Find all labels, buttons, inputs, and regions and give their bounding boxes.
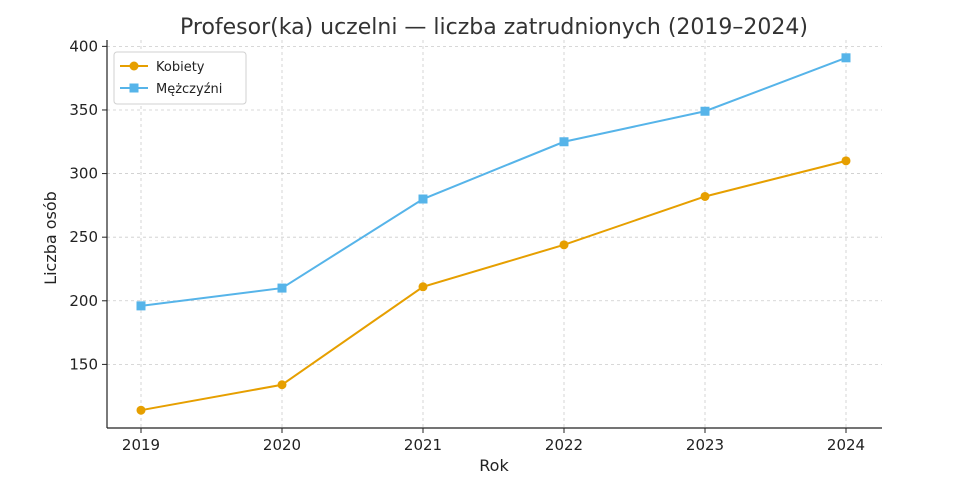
data-point: [700, 106, 710, 116]
legend-label: Mężczyźni: [156, 82, 222, 97]
legend-marker: [129, 61, 139, 71]
data-point: [418, 282, 428, 292]
legend-label: Kobiety: [156, 60, 205, 75]
data-point: [559, 137, 569, 147]
data-point: [700, 191, 710, 201]
series-mezczyzni: [136, 53, 851, 311]
y-tick-label: 350: [69, 101, 98, 119]
grid: [107, 40, 882, 428]
data-point: [841, 156, 851, 166]
x-axis-title: Rok: [479, 456, 509, 475]
x-tick-label: 2024: [827, 436, 865, 454]
chart-title: Profesor(ka) uczelni — liczba zatrudnion…: [180, 15, 808, 40]
x-tick-label: 2022: [545, 436, 583, 454]
y-tick-label: 400: [69, 37, 98, 55]
y-tick-label: 300: [69, 165, 98, 183]
x-tick-label: 2021: [404, 436, 442, 454]
data-point: [277, 380, 287, 390]
y-axis-title: Liczba osób: [41, 191, 60, 285]
axes: [106, 40, 882, 429]
y-tick-label: 150: [69, 355, 98, 373]
tick-labels: 2019 2020 2021 2022 2023 2024 150 200 250 300 350 4…: [69, 37, 865, 454]
data-point: [136, 301, 146, 311]
series: [136, 53, 851, 415]
series-kobiety: [136, 156, 851, 415]
legend-marker: [129, 83, 139, 93]
x-tick-label: 2023: [686, 436, 724, 454]
legend-item: Mężczyźni: [120, 82, 222, 97]
series-line: [140, 159, 847, 412]
data-point: [418, 194, 428, 204]
y-tick-label: 250: [69, 228, 98, 246]
data-point: [136, 405, 146, 415]
data-point: [277, 283, 287, 293]
legend-item: Kobiety: [120, 60, 205, 75]
x-tick-label: 2020: [263, 436, 301, 454]
x-tick-label: 2019: [122, 436, 160, 454]
y-tick-label: 200: [69, 292, 98, 310]
data-point: [841, 53, 851, 63]
legend: Kobiety Mężczyźni: [113, 51, 247, 105]
data-point: [559, 240, 569, 250]
series-line: [140, 56, 847, 307]
